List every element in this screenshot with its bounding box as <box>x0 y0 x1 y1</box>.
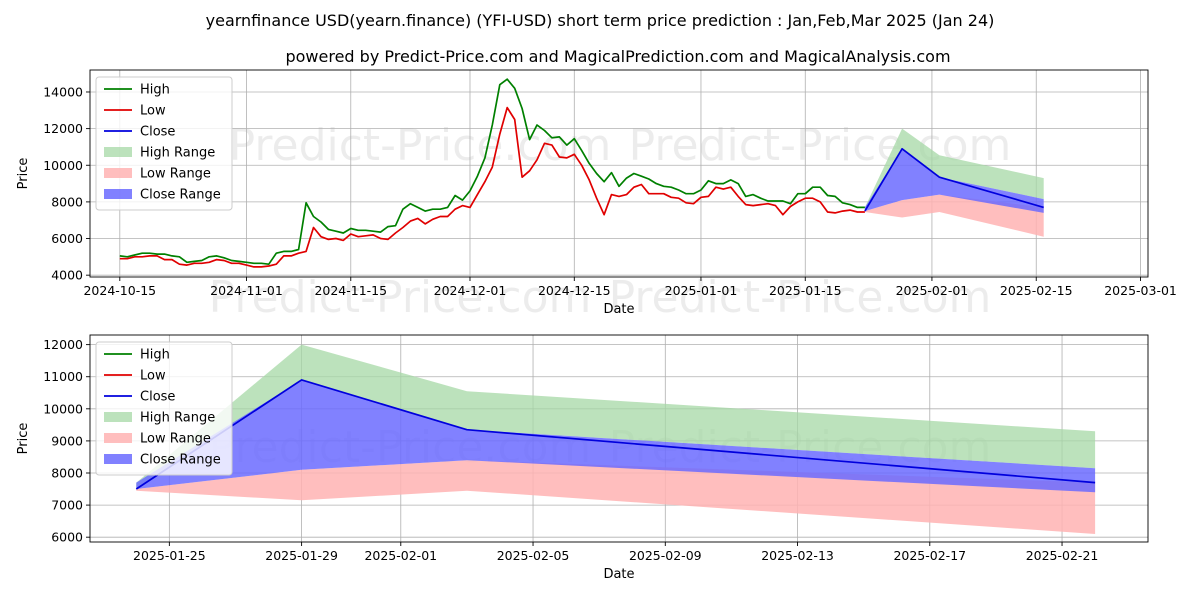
top-x-tick-label-5: 2025-01-01 <box>665 283 738 298</box>
watermark-top-left: Predict-Price.com <box>229 120 612 171</box>
bottom-y-tick-label-6: 12000 <box>43 337 83 352</box>
bottom-y-tick-label-4: 10000 <box>43 401 83 416</box>
bottom-x-tick-label-4: 2025-02-09 <box>629 548 702 563</box>
bottom-high-range-area <box>136 344 1096 489</box>
bottom-close-range-area <box>136 379 1096 493</box>
bottom-x-axis-label: Date <box>603 567 634 582</box>
bottom-legend-swatch-close-range <box>104 454 132 464</box>
bottom-x-tick-label-2: 2025-02-01 <box>364 548 437 563</box>
watermark-middle-right: Predict-Price.com <box>609 272 992 323</box>
top-high-range-area <box>864 128 1044 212</box>
top-x-tick-label-6: 2025-01-15 <box>769 283 842 298</box>
top-x-tick-label-0: 2024-10-15 <box>83 283 156 298</box>
bottom-legend-label-high-range: High Range <box>140 411 215 426</box>
top-x-tick-label-9: 2025-03-01 <box>1104 283 1177 298</box>
top-x-tick-label-7: 2025-02-01 <box>896 283 969 298</box>
top-x-tick-label-4: 2024-12-15 <box>538 283 611 298</box>
bottom-x-tick-label-0: 2025-01-25 <box>133 548 206 563</box>
bottom-x-tick-label-5: 2025-02-13 <box>761 548 834 563</box>
top-y-tick-label-5: 14000 <box>43 84 83 99</box>
top-x-tick-label-3: 2024-12-01 <box>434 283 507 298</box>
bottom-plot-frame <box>89 334 1149 543</box>
top-x-tick-label-1: 2024-11-01 <box>210 283 283 298</box>
top-legend-label-close: Close <box>140 125 175 140</box>
top-y-tick-label-0: 4000 <box>51 268 83 283</box>
bottom-legend-label-close-range: Close Range <box>140 453 221 468</box>
top-panel: Predict-Price.com Predict-Price.com Pred… <box>16 69 1177 323</box>
bottom-legend-label-low-range: Low Range <box>140 432 211 447</box>
bottom-y-axis-label: Price <box>16 423 31 455</box>
bottom-y-tick-label-5: 11000 <box>43 369 83 384</box>
top-legend-swatch-low-range <box>104 168 132 178</box>
top-y-tick-label-4: 12000 <box>43 121 83 136</box>
bottom-y-tick-label-2: 8000 <box>51 466 83 481</box>
bottom-y-tick-label-1: 7000 <box>51 498 83 513</box>
top-legend-swatch-close-range <box>104 189 132 199</box>
top-y-tick-label-2: 8000 <box>51 194 83 209</box>
chart-title: yearnfinance USD(yearn.finance) (YFI-USD… <box>206 11 995 30</box>
watermark-middle-left: Predict-Price.com <box>209 272 592 323</box>
top-y-tick-label-1: 6000 <box>51 231 83 246</box>
top-x-tick-label-2: 2024-11-15 <box>314 283 387 298</box>
bottom-y-tick-label-0: 6000 <box>51 530 83 545</box>
top-legend-label-close-range: Close Range <box>140 188 221 203</box>
top-legend-swatch-high-range <box>104 147 132 157</box>
bottom-legend-label-low: Low <box>140 369 166 384</box>
bottom-x-tick-label-6: 2025-02-17 <box>893 548 966 563</box>
top-legend-label-low: Low <box>140 104 166 119</box>
top-close-line <box>864 147 1044 212</box>
bottom-legend-label-high: High <box>140 348 170 363</box>
top-legend-label-high: High <box>140 83 170 98</box>
top-y-axis-label: Price <box>16 158 31 190</box>
bottom-legend-label-close: Close <box>140 390 175 405</box>
top-legend-label-low-range: Low Range <box>140 167 211 182</box>
bottom-x-tick-label-3: 2025-02-05 <box>497 548 570 563</box>
chart-subtitle: powered by Predict-Price.com and Magical… <box>285 47 950 66</box>
top-plot-frame <box>89 69 1149 278</box>
bottom-panel: Predict-Price.com Predict-Price.com 2025… <box>16 334 1149 582</box>
top-x-axis-label: Date <box>603 302 634 317</box>
bottom-legend-swatch-low-range <box>104 433 132 443</box>
top-low-range-area <box>864 194 1044 237</box>
bottom-y-tick-label-3: 9000 <box>51 433 83 448</box>
top-high-line <box>119 78 865 266</box>
top-low-line <box>119 106 865 268</box>
bottom-x-tick-label-1: 2025-01-29 <box>265 548 338 563</box>
top-legend-label-high-range: High Range <box>140 146 215 161</box>
top-y-tick-label-3: 10000 <box>43 158 83 173</box>
bottom-legend-swatch-high-range <box>104 412 132 422</box>
bottom-x-tick-label-7: 2025-02-21 <box>1026 548 1099 563</box>
top-x-tick-label-8: 2025-02-15 <box>1000 283 1073 298</box>
